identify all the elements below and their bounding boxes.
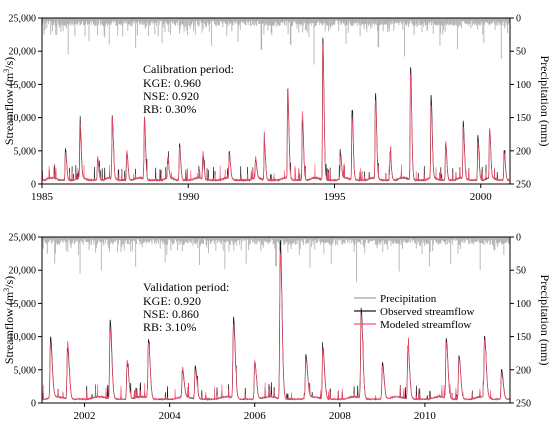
annotation-line: Calibration period: <box>143 62 234 76</box>
y-tick-label-left: 5,000 <box>14 365 37 376</box>
y-tick-label-right: 150 <box>516 113 531 124</box>
modeled-streamflow-line <box>41 253 511 402</box>
y-axis-label-right: Precipitation (mm) <box>538 56 550 147</box>
y-tick-label-right: 150 <box>516 332 531 343</box>
y-tick-label-left: 15,000 <box>9 299 37 310</box>
y-tick-label-right: 100 <box>516 299 531 310</box>
plot-frame <box>41 236 511 404</box>
left-y-axis-ticks: 0 5,000 10,000 15,000 20,000 25,000 <box>9 233 42 410</box>
validation-panel: 2002 2004 2006 2008 2010 0 5,000 10,000 15,000 2… <box>2 233 550 423</box>
x-tick-label: 2010 <box>414 410 437 422</box>
x-axis-ticks: 1985 1990 1995 2000 <box>31 184 492 203</box>
y-tick-label-right: 100 <box>516 80 531 91</box>
x-tick-label: 2008 <box>329 410 352 422</box>
y-tick-label-right: 0 <box>516 233 521 244</box>
annotation-line: RB: 0.30% <box>143 102 196 116</box>
right-y-axis-ticks: 0 50 100 150 200 250 <box>510 14 531 191</box>
precipitation-bars <box>41 18 511 65</box>
calibration-panel: 1985 1990 1995 2000 05,00010,00015,00020,00… <box>2 14 550 204</box>
left-y-axis-ticks: 0 5,000 10,000 15,000 20,000 25,000 <box>9 14 42 191</box>
legend-label-modeled: Modeled streamflow <box>380 319 471 331</box>
y-tick-label-left: 0 <box>31 399 36 410</box>
y-tick-label-right: 200 <box>516 365 531 376</box>
y-tick-label-right: 0 <box>516 14 521 25</box>
annotation-line: RB: 3.10% <box>143 320 196 334</box>
metrics-annotation: Calibration period: KGE: 0.960 NSE: 0.92… <box>143 62 234 116</box>
y-tick-label-right: 250 <box>516 180 531 191</box>
y-tick-label-left: 20,000 <box>9 47 37 58</box>
y-axis-label-right: Precipitation (mm) <box>538 275 550 366</box>
x-tick-label: 2000 <box>470 191 493 203</box>
annotation-line: NSE: 0.860 <box>143 307 199 321</box>
plot-frame <box>41 17 511 185</box>
legend-label-precipitation: Precipitation <box>380 293 437 305</box>
modeled-streamflow-line <box>41 43 511 183</box>
y-tick-label-right: 50 <box>516 266 526 277</box>
modeled-streamflow-series <box>41 43 511 183</box>
x-tick-label: 1985 <box>31 191 54 203</box>
x-tick-label: 2006 <box>244 410 267 422</box>
y-tick-label-right: 250 <box>516 399 531 410</box>
annotation-line: KGE: 0.920 <box>143 294 201 308</box>
metrics-annotation: Validation period: KGE: 0.920 NSE: 0.860… <box>143 280 229 334</box>
x-tick-label: 2002 <box>74 410 96 422</box>
x-tick-label: 1995 <box>324 191 347 203</box>
y-tick-label-left: 20,000 <box>9 266 37 277</box>
legend: Precipitation Observed streamflow Modele… <box>354 293 474 331</box>
annotation-line: KGE: 0.960 <box>143 76 201 90</box>
annotation-line: Validation period: <box>143 280 229 294</box>
y-axis-label-left: Streamflow (m3/s) <box>2 57 16 145</box>
observed-streamflow-line <box>41 37 511 183</box>
x-axis-ticks: 2002 2004 2006 2008 2010 <box>74 403 437 422</box>
annotation-line: NSE: 0.920 <box>143 89 199 103</box>
y-tick-label-left: 25,000 <box>9 233 37 244</box>
x-tick-label: 1990 <box>177 191 200 203</box>
y-tick-label-left: 5,000 <box>14 146 37 157</box>
legend-label-observed: Observed streamflow <box>380 306 474 318</box>
y-axis-label-left: Streamflow (m3/s) <box>2 276 16 364</box>
observed-streamflow-series <box>41 37 511 183</box>
y-tick-label-left: 10,000 <box>9 332 37 343</box>
y-tick-label-left: 15,000 <box>9 80 37 91</box>
right-y-axis-ticks: 0 50 100 150 200 250 <box>510 233 531 410</box>
x-tick-label: 2004 <box>159 410 182 422</box>
y-tick-label-right: 50 <box>516 47 526 58</box>
modeled-streamflow-series <box>41 253 511 402</box>
y-tick-label-left: 25,000 <box>9 14 37 25</box>
y-tick-label-left: 0 <box>31 180 36 191</box>
y-tick-label-left: 10,000 <box>9 113 37 124</box>
precipitation-bars <box>41 237 511 283</box>
y-tick-label-right: 200 <box>516 146 531 157</box>
